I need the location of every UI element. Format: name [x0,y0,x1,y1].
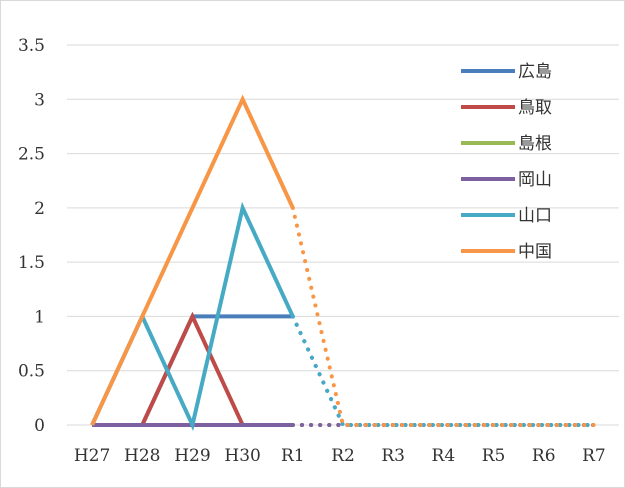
legend-label: 島根 [518,134,552,154]
series-lines [90,94,596,432]
legend-label: 鳥取 [518,98,552,118]
y-tick-label: 3 [34,90,45,110]
series-line-solid [90,94,295,426]
series-line-dotted [290,314,596,427]
x-tick-label: H30 [224,446,260,466]
x-tick-label: R7 [582,446,606,466]
x-tick-label: H29 [174,446,210,466]
series-5 [90,94,596,427]
y-tick-label: 2.5 [18,145,45,165]
legend-label: 広島 [518,62,552,82]
legend-item: 島根 [461,134,552,154]
y-tick-label: 2 [34,199,45,219]
x-tick-label: R5 [482,446,506,466]
legend-label: 岡山 [518,170,552,190]
x-tick-label: R6 [532,446,556,466]
legend-label: 中国 [518,242,552,262]
legend-item: 鳥取 [461,98,552,118]
gridlines [67,44,619,426]
x-tick-label: R2 [331,446,355,466]
x-tick-label: R3 [381,446,405,466]
legend-item: 広島 [461,62,552,82]
legend-item: 岡山 [461,170,552,190]
y-tick-label: 3.5 [18,36,45,56]
x-axis-tick-labels: H27 H28 H29 H30 R1 R2 R3 R4 R5 R6 R7 [74,446,606,466]
x-tick-label: R4 [432,446,456,466]
y-tick-label: 1 [34,307,45,327]
legend-item: 山口 [461,206,552,226]
y-axis-tick-labels: 0 0.5 1 1.5 2 2.5 3 3.5 [18,36,45,436]
y-tick-label: 0 [34,416,45,436]
x-tick-label: H27 [74,446,110,466]
y-tick-label: 1.5 [18,253,45,273]
x-tick-label: H28 [124,446,160,466]
legend-label: 山口 [518,206,552,226]
x-tick-label: R1 [281,446,305,466]
y-tick-label: 0.5 [18,362,45,382]
legend-item: 中国 [461,242,552,262]
